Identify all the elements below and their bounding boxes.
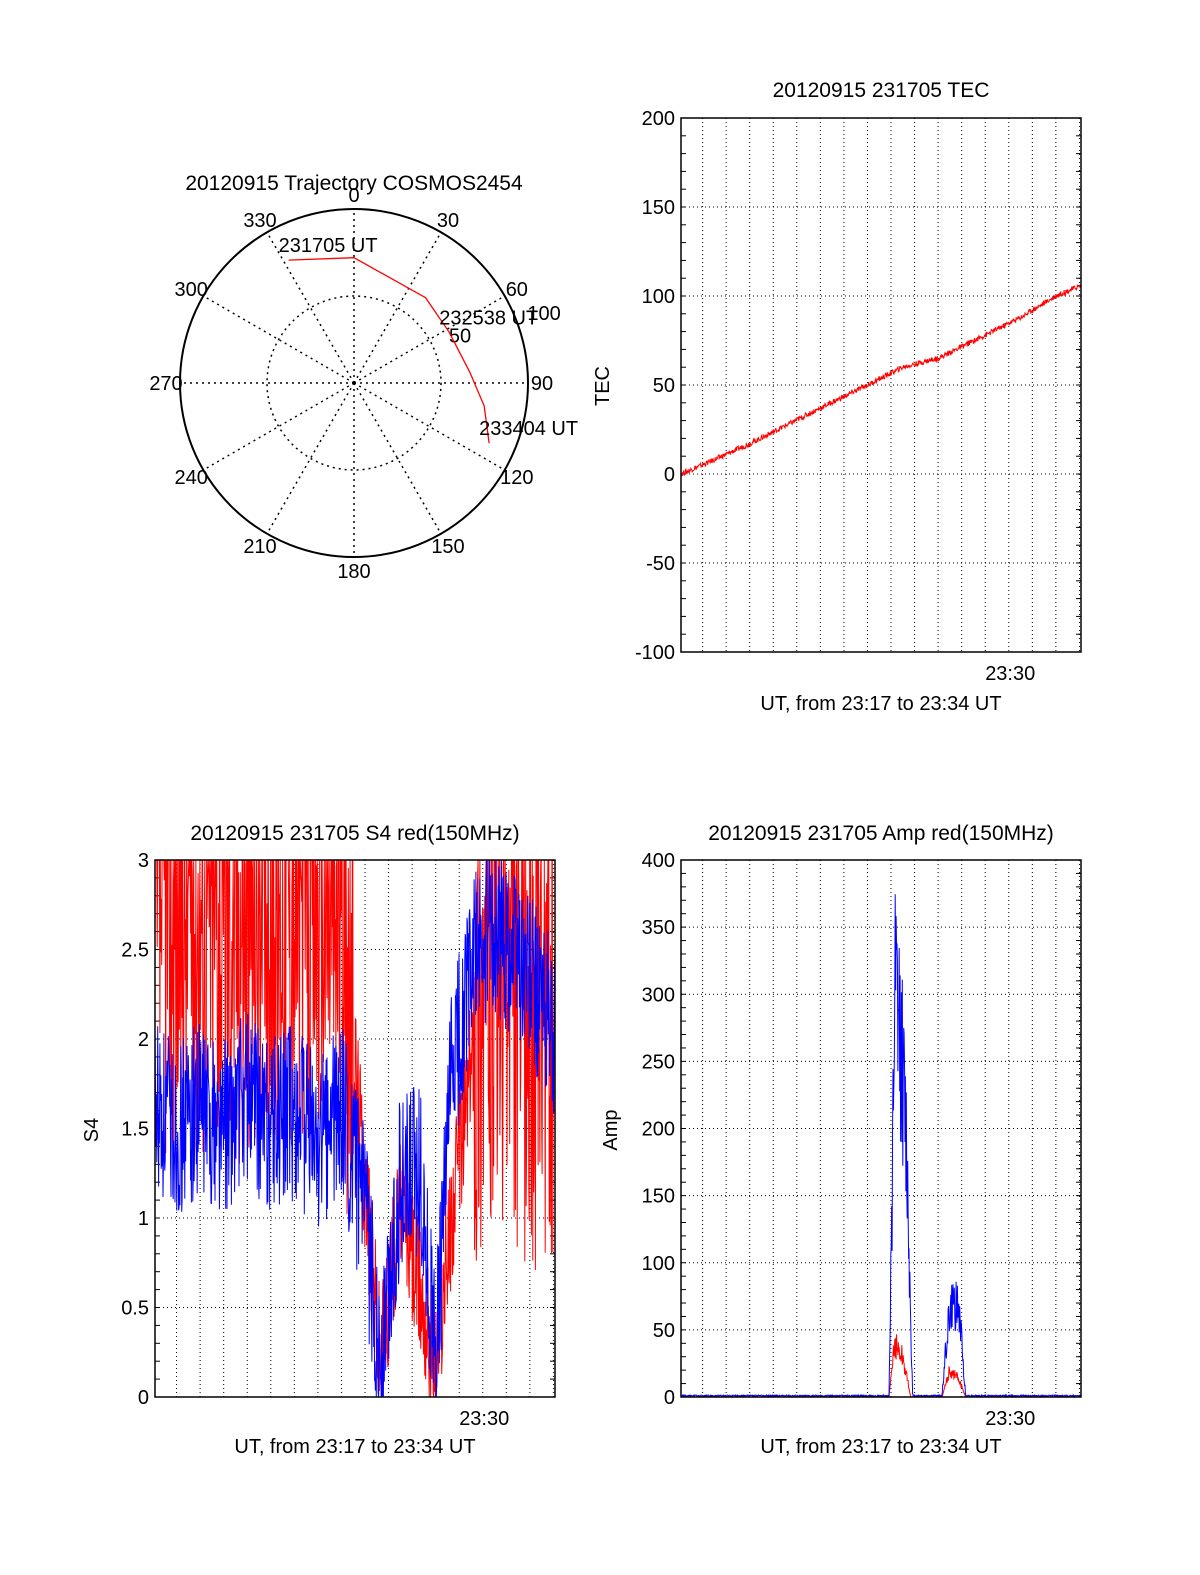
- trajectory-label: 231705 UT: [279, 235, 378, 257]
- polar-spoke: [202, 295, 355, 384]
- y-tick-label: 300: [642, 984, 675, 1006]
- polar-angle-label: 300: [174, 279, 207, 301]
- x-tick-label: 23:30: [985, 663, 1035, 685]
- y-tick-label: 0: [664, 464, 675, 486]
- polar-angle-labels: 0 30 60 90 120 150 180 210 240 270 300 330: [149, 185, 553, 583]
- polar-angle-label: 210: [243, 536, 276, 558]
- s4-xlabel: UT, from 23:17 to 23:34 UT: [234, 1436, 475, 1458]
- polar-title: 20120915 Trajectory COSMOS2454: [185, 172, 523, 195]
- plot-frame: [154, 859, 556, 1398]
- polar-outer-circle: [179, 208, 529, 558]
- y-tick-label: 2.5: [121, 940, 149, 962]
- y-tick-label: -50: [646, 553, 675, 575]
- s4-chart: 20120915 231705 S4 red(150MHz) UT, from …: [81, 822, 556, 1458]
- y-tick-label: 400: [642, 850, 675, 872]
- polar-angle-label: 150: [431, 536, 464, 558]
- x-tick-label: 23:30: [985, 1408, 1035, 1430]
- y-tick-label: 3: [138, 850, 149, 872]
- polar-angle-label: 270: [149, 373, 182, 395]
- plot-frame: [680, 859, 1082, 1398]
- y-tick-label: 150: [642, 1186, 675, 1208]
- s4-ylabel: S4: [81, 1118, 103, 1142]
- amp-title: 20120915 231705 Amp red(150MHz): [708, 822, 1054, 845]
- y-tick-label: 1.5: [121, 1119, 149, 1141]
- polar-angle-label: 180: [337, 561, 370, 583]
- polar-radial-label: 100: [527, 303, 560, 325]
- series-line-blue: [154, 859, 556, 1398]
- trajectory-line: [288, 257, 490, 444]
- polar-spoke: [202, 382, 355, 471]
- tec-xlabel: UT, from 23:17 to 23:34 UT: [760, 693, 1001, 715]
- polar-grid-circle: [266, 295, 442, 471]
- y-tick-label: 250: [642, 1051, 675, 1073]
- y-tick-label: -100: [635, 642, 675, 664]
- tec-ylabel: TEC: [592, 366, 614, 406]
- y-tick-label: 100: [642, 286, 675, 308]
- polar-spoke: [353, 382, 506, 471]
- polar-grid: [179, 208, 529, 558]
- s4-title: 20120915 231705 S4 red(150MHz): [190, 822, 519, 845]
- y-tick-label: 2: [138, 1029, 149, 1051]
- tec-plot-area: -100 -50 0 50 100 150 200 23:30: [635, 108, 1082, 685]
- polar-angle-label: 240: [174, 467, 207, 489]
- polar-angle-label: 90: [531, 373, 553, 395]
- amp-plot-area: 0 50 100 150 200 250 300 350 400 23:30: [642, 850, 1082, 1430]
- polar-spoke: [353, 231, 442, 384]
- polar-trajectory: 231705 UT 232538 UT 233404 UT: [279, 235, 578, 444]
- amp-chart: 20120915 231705 Amp red(150MHz) UT, from…: [600, 822, 1082, 1458]
- y-tick-label: 0.5: [121, 1298, 149, 1320]
- amp-ylabel: Amp: [600, 1109, 622, 1150]
- series-line-red: [680, 1334, 1082, 1398]
- y-tick-label: 1: [138, 1208, 149, 1230]
- trajectory-label: 233404 UT: [479, 418, 578, 440]
- y-tick-label: 200: [642, 1119, 675, 1141]
- polar-spoke: [266, 231, 355, 384]
- tec-chart: 20120915 231705 TEC UT, from 23:17 to 23…: [592, 79, 1082, 715]
- y-tick-label: 50: [653, 375, 675, 397]
- trajectory-label: 232538 UT: [439, 307, 538, 329]
- polar-plot: 20120915 Trajectory COSMOS2454 0 30 60 90 12…: [149, 172, 578, 583]
- series-line-blue: [680, 894, 1082, 1398]
- s4-plot-area: 0 0.5 1 1.5 2 2.5 3 23:30: [121, 850, 556, 1430]
- amp-xlabel: UT, from 23:17 to 23:34 UT: [760, 1436, 1001, 1458]
- polar-spoke: [353, 295, 506, 384]
- y-tick-label: 200: [642, 108, 675, 130]
- tec-title: 20120915 231705 TEC: [773, 79, 990, 102]
- polar-spoke: [353, 382, 442, 535]
- y-tick-label: 350: [642, 917, 675, 939]
- polar-angle-label: 60: [506, 279, 528, 301]
- polar-angle-label: 30: [437, 210, 459, 232]
- y-tick-label: 100: [642, 1253, 675, 1275]
- y-tick-label: 50: [653, 1320, 675, 1342]
- y-tick-label: 0: [138, 1387, 149, 1409]
- polar-spoke: [266, 382, 355, 535]
- y-tick-label: 0: [664, 1387, 675, 1409]
- x-tick-label: 23:30: [459, 1408, 509, 1430]
- series-line-red: [680, 284, 1082, 477]
- y-tick-label: 150: [642, 197, 675, 219]
- polar-angle-label: 120: [500, 467, 533, 489]
- polar-angle-label: 330: [243, 210, 276, 232]
- polar-angle-label: 0: [348, 185, 359, 207]
- plot-frame: [680, 117, 1082, 653]
